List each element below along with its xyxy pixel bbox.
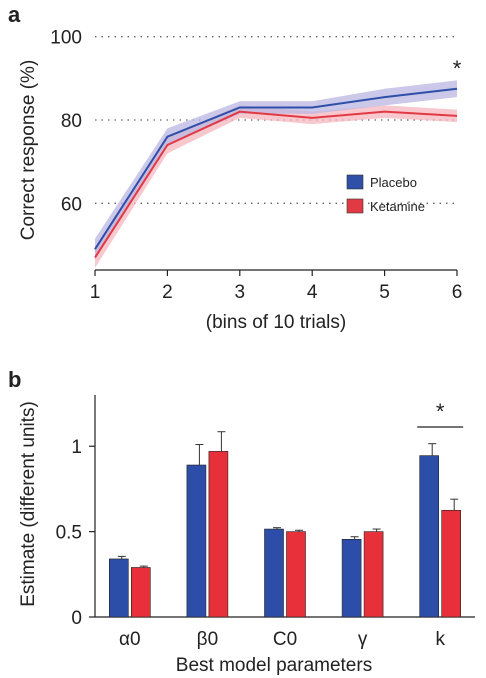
y-tick-60: 60 bbox=[61, 194, 82, 215]
legend-label-placebo: Placebo bbox=[370, 175, 417, 190]
y-tick-labels-a: 60 80 100 bbox=[50, 28, 82, 216]
y-tick-80: 80 bbox=[61, 111, 82, 132]
x-tick-3: γ bbox=[358, 629, 368, 650]
x-tick-3: 3 bbox=[235, 282, 246, 303]
x-tick-1: 1 bbox=[90, 282, 101, 303]
significance-star-b: * bbox=[436, 399, 445, 424]
bar-placebo-2 bbox=[264, 528, 284, 618]
series-line-ketamine bbox=[94, 110, 458, 259]
bar-ketamine-3 bbox=[363, 531, 384, 618]
x-tick-2: C0 bbox=[273, 629, 297, 650]
bar-placebo-4 bbox=[419, 455, 440, 618]
error-bands-a bbox=[95, 80, 457, 268]
y-tick-1: 1 bbox=[71, 437, 82, 458]
y-axis-label-b: Estimate (different units) bbox=[18, 401, 39, 607]
x-tick-labels-b: α0 β0 C0 γ k bbox=[119, 629, 445, 650]
chart-a: a Correct response (%) (bins of 10 trial… bbox=[8, 2, 463, 333]
legend-swatch-placebo bbox=[346, 174, 364, 190]
x-axis-label-b: Best model parameters bbox=[176, 655, 372, 676]
panel-label-b: b bbox=[8, 367, 21, 392]
legend-a: Placebo Ketamine bbox=[346, 174, 425, 214]
bar-placebo-0 bbox=[109, 558, 129, 618]
axes-b bbox=[89, 395, 475, 618]
legend-label-ketamine: Ketamine bbox=[370, 199, 425, 214]
x-tick-1: β0 bbox=[197, 629, 219, 650]
bar-ketamine-2 bbox=[286, 531, 306, 618]
legend-swatch-ketamine bbox=[346, 198, 364, 214]
bar-placebo-1 bbox=[186, 464, 207, 618]
gridlines-a bbox=[94, 36, 458, 276]
x-axis-label-a: (bins of 10 trials) bbox=[206, 312, 346, 333]
x-tick-2: 2 bbox=[162, 282, 173, 303]
x-tick-4: 4 bbox=[307, 282, 318, 303]
bar-ketamine-1 bbox=[208, 451, 229, 618]
x-tick-0: α0 bbox=[119, 629, 141, 650]
annotations-b: * bbox=[417, 399, 464, 428]
panel-label-a: a bbox=[8, 2, 21, 27]
y-tick-0.5: 0.5 bbox=[56, 523, 82, 544]
x-tick-6: 6 bbox=[452, 282, 463, 303]
bar-ketamine-0 bbox=[131, 567, 151, 618]
y-tick-labels-b: 00.51 bbox=[56, 437, 82, 629]
x-tick-labels-a: 1 2 3 4 5 6 bbox=[90, 282, 463, 303]
error-band-placebo bbox=[95, 80, 457, 260]
series-lines-a bbox=[94, 87, 458, 259]
x-tick-4: k bbox=[435, 629, 445, 650]
significance-star-a: * bbox=[453, 56, 462, 81]
y-axis-label-a: Correct response (%) bbox=[18, 60, 39, 241]
series-line-placebo bbox=[94, 87, 458, 250]
bar-ketamine-4 bbox=[441, 509, 462, 618]
y-tick-100: 100 bbox=[50, 28, 82, 49]
annotations-a: * bbox=[453, 56, 462, 81]
chart-b: b Estimate (different units) Best model … bbox=[8, 367, 475, 676]
bar-placebo-3 bbox=[341, 539, 362, 618]
x-tick-5: 5 bbox=[379, 282, 390, 303]
y-tick-0: 0 bbox=[71, 608, 82, 629]
bars-b bbox=[109, 431, 462, 618]
